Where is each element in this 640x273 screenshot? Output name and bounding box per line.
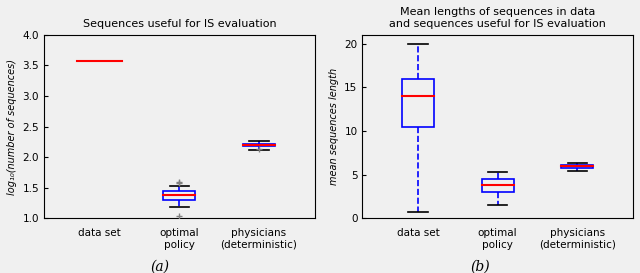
Bar — [163, 191, 195, 200]
Text: (b): (b) — [470, 259, 490, 273]
Text: (a): (a) — [150, 259, 170, 273]
Bar — [402, 79, 434, 127]
Y-axis label: mean sequences length: mean sequences length — [328, 68, 339, 185]
Title: Sequences useful for IS evaluation: Sequences useful for IS evaluation — [83, 19, 276, 29]
Bar — [482, 179, 514, 192]
Title: Mean lengths of sequences in data
and sequences useful for IS evaluation: Mean lengths of sequences in data and se… — [389, 7, 606, 29]
Bar — [243, 144, 275, 146]
Y-axis label: log₁₀(number of sequences): log₁₀(number of sequences) — [7, 59, 17, 195]
Bar — [561, 165, 593, 168]
